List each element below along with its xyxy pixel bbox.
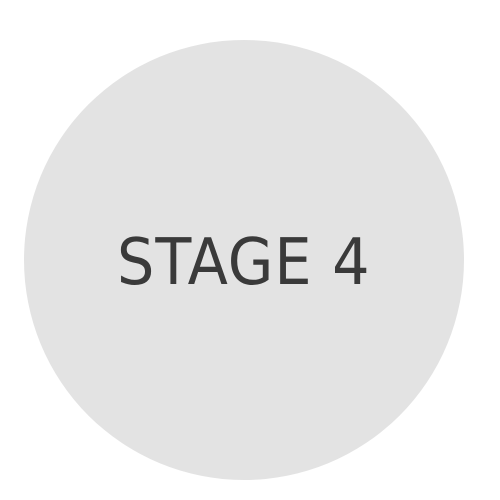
stage-label: STAGE 4	[117, 226, 371, 300]
stage-circle: STAGE 4	[24, 40, 464, 480]
